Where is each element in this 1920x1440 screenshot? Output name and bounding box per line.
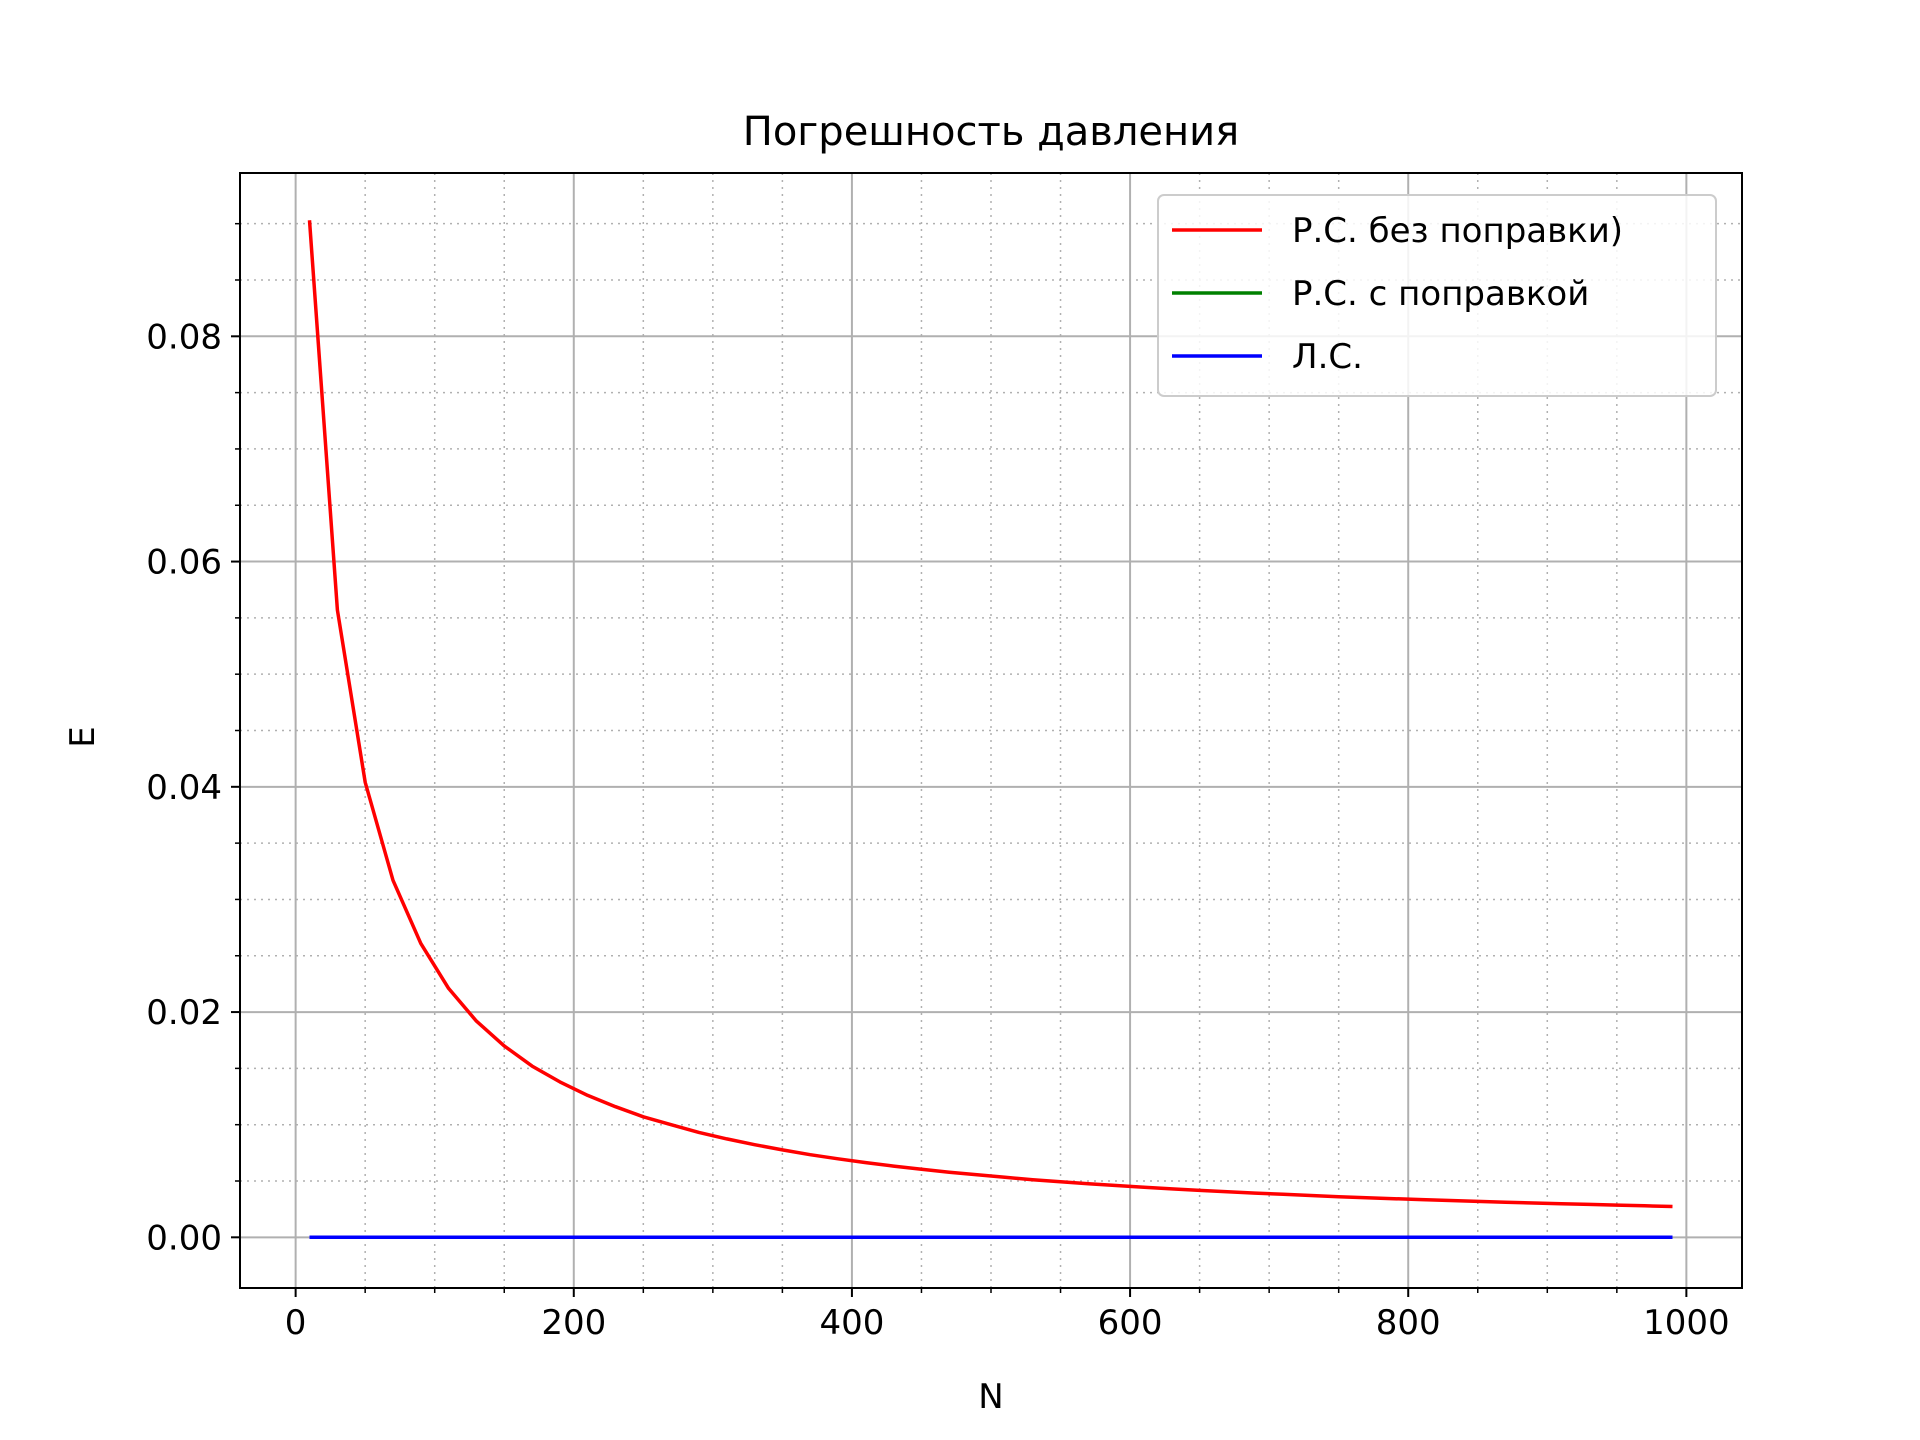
tick-labels: 0 200 400 600 800 1000 0.00 0.02 0.04 0.06 0.08 [146,317,1729,1343]
legend: Р.С. без поправки) Р.С. с поправкой Л.С. [1157,194,1717,397]
y-tick-label: 0.08 [146,317,222,357]
legend-box [1157,194,1717,397]
y-tick-label: 0.00 [146,1218,222,1258]
y-axis-label: E [63,726,103,747]
legend-label-1: Р.С. с поправкой [1292,274,1589,314]
x-tick-label: 0 [285,1303,307,1343]
x-tick-label: 800 [1376,1303,1441,1343]
x-axis-label: N [978,1377,1003,1417]
series-layer [307,220,1673,1240]
x-tick-label: 400 [819,1303,884,1343]
y-tick-label: 0.04 [146,768,222,808]
series-line-0 [307,220,1673,1209]
ticks [231,222,1688,1297]
x-tick-label: 1000 [1643,1303,1730,1343]
chart-title: Погрешность давления [743,109,1240,155]
x-tick-label: 600 [1098,1303,1163,1343]
y-tick-label: 0.06 [146,543,222,583]
x-tick-label: 200 [541,1303,606,1343]
legend-label-2: Л.С. [1292,337,1363,377]
y-tick-label: 0.02 [146,993,222,1033]
legend-label-0: Р.С. без поправки) [1292,211,1623,251]
